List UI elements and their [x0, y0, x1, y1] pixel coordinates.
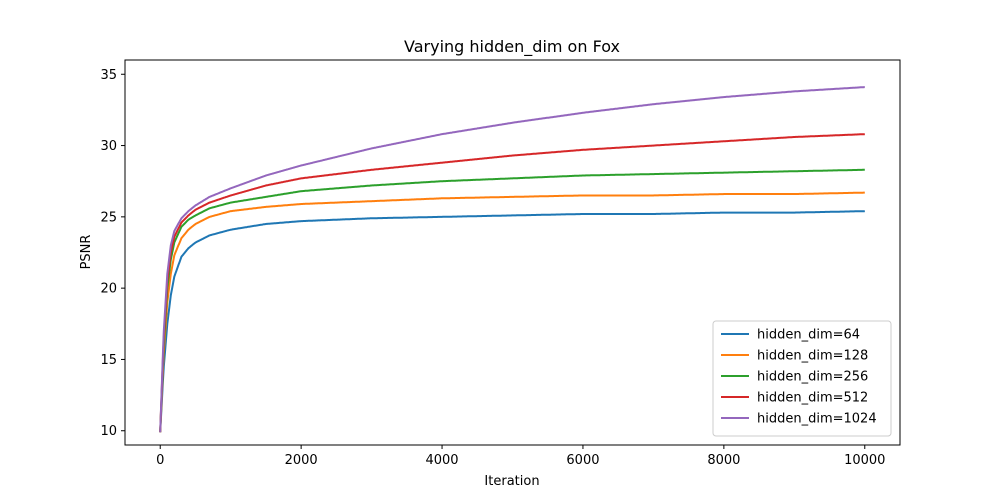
x-axis: 0 2000 4000 6000 8000 10000: [156, 445, 885, 468]
series-line-5: [159, 86, 866, 433]
x-tick-label: 0: [156, 453, 164, 468]
x-tick-label: 10000: [844, 453, 885, 468]
series-layer: [159, 86, 866, 433]
x-axis-label: Iteration: [484, 474, 539, 489]
plot-frame: [124, 59, 901, 446]
legend-entry-label: hidden_dim=256: [757, 370, 868, 385]
y-tick-label: 20: [100, 282, 117, 297]
legend-box: [712, 320, 892, 437]
legend-entry-label: hidden_dim=1024: [757, 412, 877, 427]
x-tick-label: 2000: [285, 453, 318, 468]
series-line-1: [159, 210, 866, 433]
series-line-2: [159, 191, 866, 433]
y-tick-label: 15: [100, 353, 117, 368]
series-line-4: [159, 133, 866, 433]
legend: hidden_dim=64 hidden_dim=128 hidden_dim=25…: [712, 320, 892, 437]
legend-entry-label: hidden_dim=128: [757, 349, 868, 364]
y-tick-label: 35: [100, 68, 117, 83]
series-line-3: [159, 168, 866, 433]
legend-entry-label: hidden_dim=512: [757, 391, 868, 406]
x-tick-label: 8000: [707, 453, 740, 468]
y-axis-label: PSNR: [79, 235, 94, 270]
y-tick-label: 30: [100, 139, 117, 154]
y-tick-label: 25: [100, 210, 117, 225]
legend-entry-label: hidden_dim=64: [757, 328, 860, 343]
x-tick-label: 4000: [425, 453, 458, 468]
chart-title: Varying hidden_dim on Fox: [404, 37, 620, 57]
y-axis: 10 15 20 25 30 35: [100, 68, 125, 439]
x-tick-label: 6000: [566, 453, 599, 468]
y-tick-label: 10: [100, 424, 117, 439]
